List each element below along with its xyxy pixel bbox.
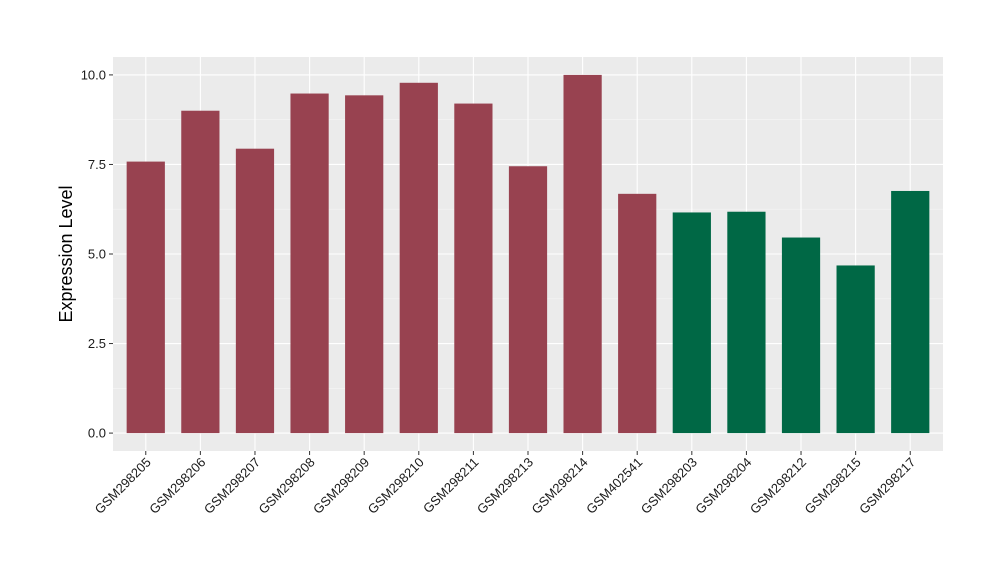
x-axis: GSM298205GSM298206GSM298207GSM298208GSM2… — [92, 451, 918, 517]
bar-gsm298208 — [290, 93, 329, 434]
bar-gsm298203 — [672, 212, 711, 434]
bar-gsm298206 — [181, 110, 220, 434]
x-tick-label: GSM298203 — [638, 455, 700, 517]
bar-gsm298212 — [781, 237, 821, 434]
x-tick-label: GSM298210 — [365, 455, 427, 517]
y-tick-label: 5.0 — [88, 247, 106, 262]
y-axis: 0.0 2.5 5.0 7.5 10.0 — [81, 67, 113, 441]
x-tick-label: GSM298208 — [255, 455, 317, 517]
bar-gsm298210 — [399, 82, 438, 434]
y-tick-label: 7.5 — [88, 157, 106, 172]
x-tick-label: GSM298214 — [529, 455, 591, 517]
x-tick-label: GSM402541 — [583, 455, 645, 517]
x-tick-label: GSM298217 — [856, 455, 918, 517]
bar-gsm298215 — [836, 265, 875, 434]
y-tick-label: 2.5 — [88, 336, 106, 351]
x-tick-label: GSM298205 — [92, 455, 154, 517]
x-tick-label: GSM298204 — [692, 455, 754, 517]
bar-gsm298211 — [454, 103, 493, 434]
x-tick-label: GSM298207 — [201, 455, 263, 517]
y-tick-label: 10.0 — [81, 67, 106, 82]
bars — [126, 74, 930, 434]
bar-gsm298207 — [235, 148, 275, 434]
x-tick-label: GSM298215 — [802, 455, 864, 517]
x-tick-label: GSM298206 — [146, 455, 208, 517]
bar-gsm402541 — [618, 193, 657, 434]
bar-gsm298204 — [727, 211, 766, 434]
x-tick-label: GSM298213 — [474, 455, 536, 517]
bar-gsm298213 — [508, 166, 548, 434]
x-tick-label: GSM298211 — [420, 455, 482, 517]
bar-gsm298214 — [563, 74, 602, 434]
x-tick-label: GSM298209 — [310, 455, 372, 517]
y-axis-title: Expression Level — [56, 185, 76, 322]
bar-gsm298205 — [126, 161, 165, 434]
bar-gsm298209 — [345, 95, 384, 434]
bar-gsm298217 — [891, 190, 930, 434]
x-tick-label: GSM298212 — [747, 455, 809, 517]
y-tick-label: 0.0 — [88, 426, 106, 441]
